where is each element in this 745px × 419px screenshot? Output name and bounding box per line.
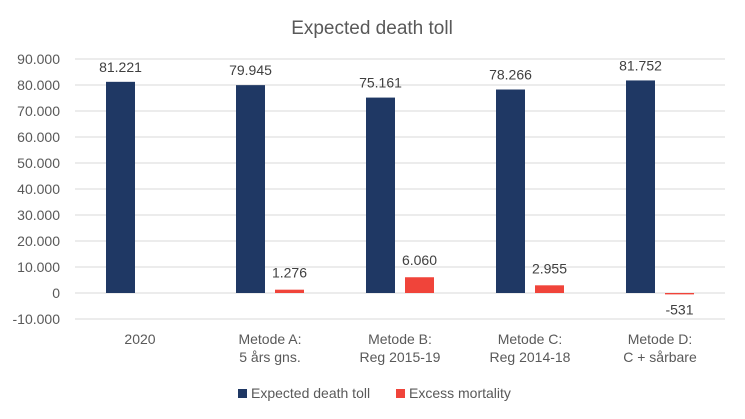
legend-label-excess-mortality: Excess mortality	[409, 385, 511, 401]
data-label: 6.060	[402, 252, 437, 268]
legend-swatch-expected-death-toll	[238, 389, 247, 398]
data-label: 75.161	[359, 75, 402, 91]
y-tick-label: 30.000	[17, 207, 60, 223]
y-tick-label: 60.000	[17, 129, 60, 145]
x-category-label: Metode C: Reg 2014-18	[490, 331, 571, 365]
x-category-label: 2020	[124, 331, 155, 347]
bar-expected-death-toll	[106, 81, 135, 293]
gridlines	[75, 58, 725, 320]
data-label: 79.945	[229, 62, 272, 78]
y-tick-label: 20.000	[17, 233, 60, 249]
y-tick-label: 10.000	[17, 259, 60, 275]
data-label: 78.266	[489, 67, 532, 83]
bar-excess-mortality	[535, 285, 564, 293]
y-axis-ticks: -10.000 0 10.000 20.000 30.000 40.000 50.000 60…	[13, 51, 61, 327]
data-label: 81.221	[99, 59, 142, 75]
data-label: -531	[665, 301, 693, 317]
bar-expected-death-toll	[366, 97, 395, 294]
x-category-label: Metode B: Reg 2015-19	[360, 331, 441, 365]
data-label: 81.752	[619, 57, 662, 73]
y-tick-label: 80.000	[17, 77, 60, 93]
data-labels: 81.221 79.945 75.161 78.266 81.752 1.276 6.060…	[99, 57, 694, 317]
bar-excess-mortality	[665, 293, 694, 295]
data-label: 2.955	[532, 260, 567, 276]
chart-title: Expected death toll	[291, 18, 453, 39]
bar-excess-mortality	[275, 289, 304, 293]
bar-expected-death-toll	[496, 89, 525, 294]
legend: Expected death toll Excess mortality	[238, 385, 511, 401]
y-tick-label: 90.000	[17, 51, 60, 67]
x-axis-categories: 2020 Metode A: 5 års gns. Metode B: Reg 2015…	[124, 331, 697, 365]
x-category-label: Metode A: 5 års gns.	[238, 331, 301, 365]
legend-swatch-excess-mortality	[396, 389, 405, 398]
y-tick-label: 50.000	[17, 155, 60, 171]
y-tick-label: 0	[52, 285, 60, 301]
legend-label-expected-death-toll: Expected death toll	[251, 385, 370, 401]
bar-expected-death-toll	[236, 85, 265, 293]
bars	[106, 80, 694, 295]
y-tick-label: 70.000	[17, 103, 60, 119]
x-category-label: Metode D: C + sårbare	[623, 331, 697, 365]
y-tick-label: -10.000	[13, 311, 61, 327]
bar-expected-death-toll	[626, 80, 655, 294]
bar-excess-mortality	[405, 277, 434, 293]
y-tick-label: 40.000	[17, 181, 60, 197]
data-label: 1.276	[272, 265, 307, 281]
